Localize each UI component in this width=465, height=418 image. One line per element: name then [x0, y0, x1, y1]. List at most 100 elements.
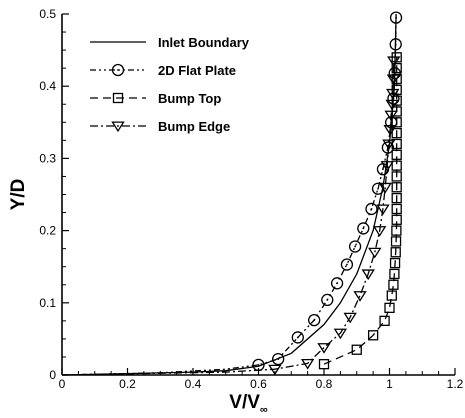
data-point-ring: [291, 331, 304, 344]
data-point: [384, 302, 395, 314]
legend-swatch-marker-ring: [111, 63, 125, 77]
data-point-dot: [336, 282, 338, 285]
data-point: [391, 182, 402, 193]
data-point: [300, 358, 315, 370]
series-3: [61, 56, 401, 376]
data-point: [376, 204, 390, 216]
data-point: [389, 268, 400, 280]
data-point-dot: [346, 263, 348, 266]
x-axis-title-subscript: ∞: [260, 404, 268, 416]
data-point: [317, 343, 331, 354]
data-point-dot: [326, 299, 329, 301]
legend-swatch-marker-dot: [117, 69, 119, 71]
data-point-ring: [308, 313, 321, 327]
data-point: [391, 63, 402, 74]
data-point: [391, 127, 402, 139]
data-point: [387, 56, 401, 68]
x-tick-label: 0.4: [185, 377, 202, 391]
data-point: [367, 330, 379, 341]
data-point-ring: [365, 202, 378, 216]
y-tick-label: 0.1: [39, 296, 56, 310]
data-point: [361, 269, 375, 281]
x-tick-label: 0.6: [250, 377, 267, 391]
data-point: [390, 247, 401, 258]
legend-label: Inlet Boundary: [158, 35, 250, 50]
data-point: [382, 139, 396, 151]
data-point: [333, 328, 348, 340]
legend-swatch-marker: [111, 63, 125, 77]
x-tick-label: 0.8: [316, 377, 333, 391]
legend-item: Inlet Boundary: [90, 35, 250, 50]
legend-swatch-marker: [112, 92, 124, 104]
x-tick-label: 0.2: [119, 377, 136, 391]
y-tick-label: 0.5: [39, 7, 56, 21]
data-point: [384, 110, 398, 122]
data-point: [391, 160, 402, 171]
data-point: [365, 202, 378, 216]
data-point-dot: [313, 319, 316, 322]
data-point: [268, 364, 282, 376]
data-point-dot: [257, 363, 260, 366]
data-point: [391, 117, 402, 128]
axes: 0 0.2 0.4 0.6 0.8 1 1.2 0 0.1 0.2 0.3 0.4 0.5: [39, 7, 463, 391]
legend-item: 2D Flat Plate: [90, 63, 236, 78]
data-point-ring: [348, 240, 362, 253]
legend: Inlet Boundary 2D Flat Plate Bump Top Bump …: [90, 35, 250, 134]
data-point: [386, 290, 397, 301]
data-point-dot: [377, 187, 379, 190]
data-point: [385, 99, 399, 111]
data-point-dot: [382, 168, 384, 171]
data-point: [353, 291, 367, 302]
data-point: [371, 182, 385, 195]
data-point: [391, 225, 402, 236]
data-point: [330, 277, 344, 290]
data-point: [318, 359, 330, 370]
x-tick-label: 0: [59, 377, 66, 391]
data-point: [389, 38, 402, 51]
series-layer: [61, 11, 403, 376]
y-tick-label: 0.3: [39, 151, 56, 165]
data-point: [386, 74, 401, 86]
x-axis-title: V/V∞: [229, 392, 268, 416]
data-point: [391, 171, 402, 182]
data-point: [373, 226, 387, 237]
x-tick-label: 1.2: [447, 377, 464, 391]
data-point: [390, 236, 402, 247]
data-point: [340, 258, 354, 271]
data-point: [389, 257, 401, 269]
data-point: [379, 315, 390, 327]
data-point: [271, 352, 285, 366]
y-axis-title: Y/D: [8, 179, 29, 211]
legend-item: Bump Edge: [90, 119, 230, 134]
data-point-dot: [370, 208, 373, 210]
data-point-ring: [389, 38, 402, 51]
data-point: [388, 279, 399, 290]
data-point: [321, 293, 334, 307]
data-point: [308, 313, 321, 327]
data-point: [391, 192, 402, 204]
data-point: [291, 331, 304, 344]
data-point: [343, 312, 357, 324]
data-point: [389, 11, 403, 24]
data-point-ring: [340, 258, 354, 271]
data-point: [357, 222, 370, 235]
legend-swatch-marker: [111, 121, 125, 133]
data-point: [391, 203, 402, 215]
data-point-dot: [296, 336, 299, 339]
data-point-ring: [381, 141, 395, 154]
y-tick-label: 0.4: [39, 79, 56, 93]
data-point-dot: [395, 16, 397, 19]
data-point: [351, 344, 362, 355]
data-point: [386, 88, 400, 100]
data-point-ring: [389, 11, 403, 24]
data-point: [368, 247, 382, 259]
data-point: [391, 214, 402, 225]
legend-label: Bump Top: [158, 91, 221, 106]
data-point-ring: [357, 222, 370, 235]
series-line: [323, 57, 398, 365]
series-line: [61, 60, 395, 376]
data-point-ring: [271, 352, 285, 366]
x-tick-label: 1: [386, 377, 393, 391]
y-tick-label: 0.2: [39, 224, 56, 238]
